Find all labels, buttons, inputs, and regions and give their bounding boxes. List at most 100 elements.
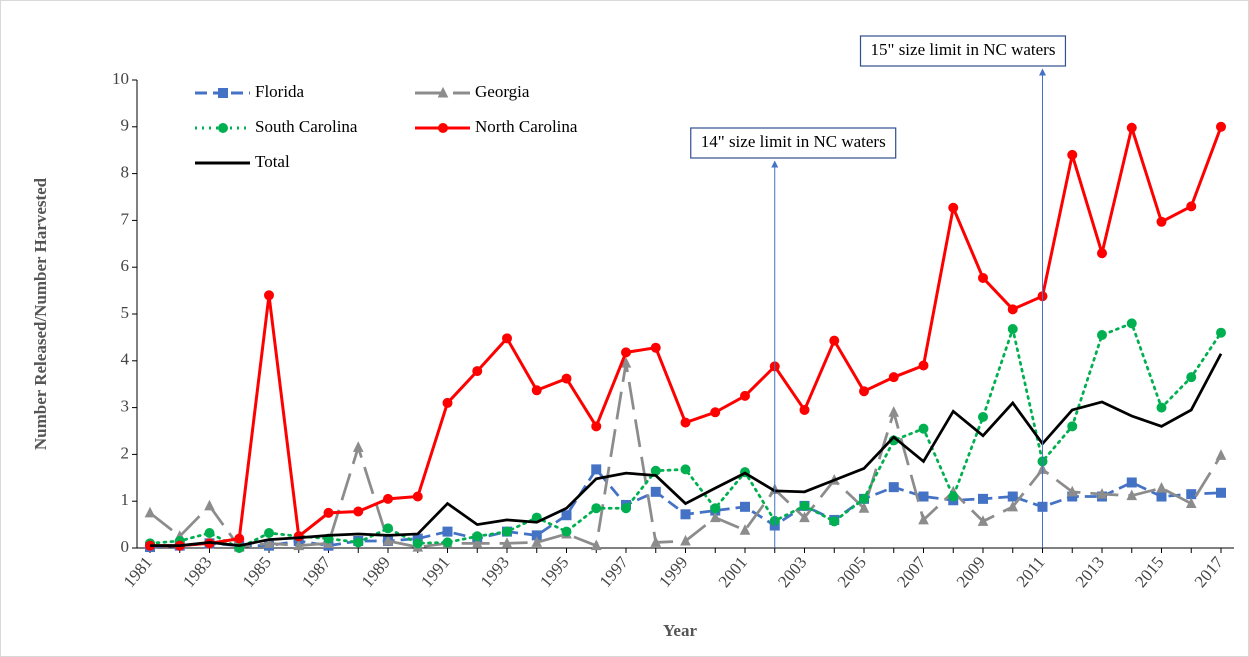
marker	[264, 290, 274, 301]
marker	[204, 499, 215, 511]
marker	[591, 421, 602, 432]
annotation-text: 14" size limit in NC waters	[701, 132, 886, 151]
marker	[918, 423, 929, 434]
marker	[918, 491, 929, 502]
marker	[353, 537, 364, 548]
marker	[888, 372, 899, 383]
marker	[472, 366, 483, 377]
marker	[1007, 500, 1019, 512]
marker	[621, 503, 631, 514]
marker	[144, 506, 156, 518]
marker	[204, 528, 215, 539]
legend-item: North Carolina	[415, 117, 578, 136]
marker	[1126, 477, 1137, 488]
y-tick-label: 9	[121, 116, 130, 135]
marker	[710, 407, 721, 418]
marker	[442, 537, 453, 548]
marker	[1186, 201, 1197, 212]
marker	[740, 501, 750, 512]
marker	[829, 335, 840, 346]
y-tick-label: 3	[121, 397, 130, 416]
marker	[1186, 489, 1197, 500]
legend-label: Georgia	[475, 82, 530, 101]
marker	[1097, 330, 1107, 341]
marker	[888, 482, 899, 493]
marker	[977, 515, 989, 526]
y-tick-label: 0	[121, 537, 130, 556]
annotation: 14" size limit in NC waters	[690, 127, 897, 548]
legend-item: Georgia	[415, 82, 530, 101]
marker	[1216, 121, 1226, 132]
legend-item: Total	[195, 152, 290, 171]
marker	[1216, 487, 1226, 498]
legend-item: Florida	[195, 82, 305, 101]
legend-label: North Carolina	[475, 117, 578, 136]
marker	[740, 390, 750, 401]
marker	[1156, 491, 1167, 502]
marker	[680, 509, 691, 520]
marker	[561, 526, 572, 537]
marker	[502, 333, 512, 344]
marker	[218, 123, 228, 133]
marker	[353, 506, 364, 517]
marker	[1216, 327, 1226, 338]
marker	[710, 503, 721, 514]
marker	[918, 360, 929, 371]
marker	[1007, 491, 1018, 502]
y-tick-label: 8	[121, 163, 130, 182]
marker	[1156, 216, 1167, 227]
marker	[472, 531, 483, 542]
y-tick-label: 1	[121, 490, 130, 509]
marker	[1156, 481, 1167, 493]
x-axis-title: Year	[663, 621, 697, 640]
marker	[948, 202, 959, 213]
marker	[561, 373, 572, 384]
y-tick-label: 4	[121, 350, 130, 369]
y-tick-label: 2	[121, 443, 130, 462]
marker	[442, 397, 453, 408]
marker	[293, 539, 305, 551]
marker	[1066, 485, 1078, 497]
series-2	[145, 318, 1226, 553]
marker	[323, 507, 334, 518]
marker	[978, 493, 988, 504]
marker	[591, 464, 602, 475]
marker	[263, 537, 275, 548]
marker	[799, 511, 810, 523]
marker	[1007, 323, 1018, 334]
marker	[352, 441, 364, 452]
marker	[1067, 149, 1078, 160]
marker	[829, 516, 840, 527]
marker	[218, 88, 228, 98]
marker	[799, 500, 810, 511]
marker	[1186, 372, 1197, 383]
annotation-box	[859, 35, 1067, 67]
marker	[918, 513, 929, 525]
marker	[412, 491, 423, 502]
marker	[502, 526, 512, 537]
marker	[888, 406, 900, 417]
marker	[1156, 402, 1167, 413]
marker	[978, 272, 988, 283]
y-tick-label: 5	[121, 303, 130, 322]
marker	[531, 536, 543, 547]
marker	[383, 523, 393, 534]
marker	[1007, 304, 1018, 315]
marker	[438, 123, 448, 133]
marker	[621, 347, 631, 358]
marker	[799, 404, 810, 415]
marker	[442, 526, 453, 537]
y-tick-label: 6	[121, 256, 130, 275]
marker	[531, 385, 542, 396]
annotation-text: 15" size limit in NC waters	[871, 40, 1056, 59]
legend-label: Total	[255, 152, 290, 171]
legend-label: South Carolina	[255, 117, 358, 136]
marker	[650, 342, 661, 353]
marker	[437, 86, 449, 98]
annotation-box	[690, 127, 897, 159]
marker	[471, 537, 483, 548]
marker	[680, 464, 691, 475]
marker	[680, 534, 691, 546]
marker	[234, 533, 245, 544]
